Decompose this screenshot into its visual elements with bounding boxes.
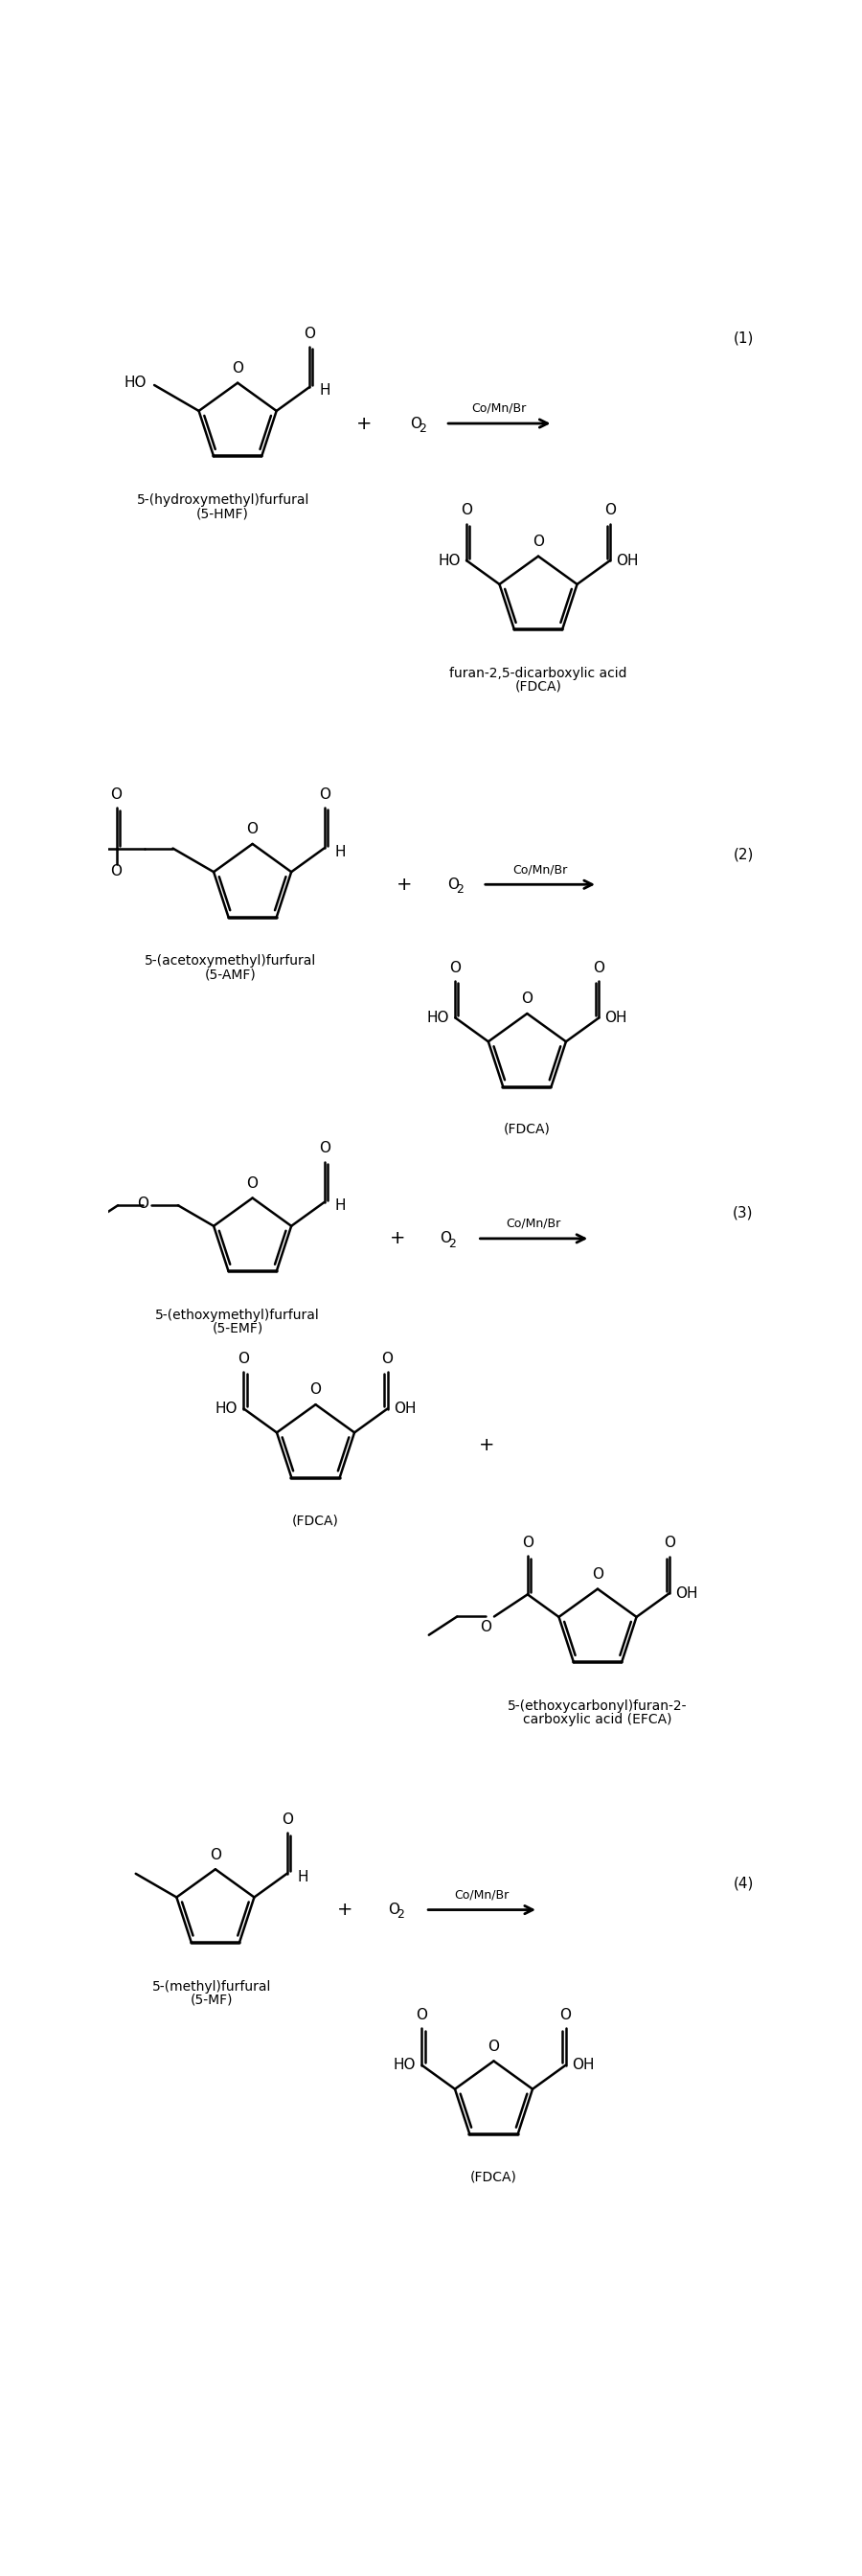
Text: O: O: [247, 822, 259, 837]
Text: H: H: [334, 845, 346, 858]
Text: O: O: [593, 961, 605, 974]
Text: (FDCA): (FDCA): [292, 1515, 339, 1528]
Text: O: O: [447, 878, 459, 891]
Text: 5-(methyl)furfural: 5-(methyl)furfural: [152, 1981, 272, 1994]
Text: 2: 2: [419, 422, 426, 435]
Text: +: +: [356, 415, 372, 433]
Text: O: O: [232, 361, 243, 376]
Text: OH: OH: [676, 1587, 698, 1600]
Text: Co/Mn/Br: Co/Mn/Br: [506, 1218, 561, 1229]
Text: O: O: [460, 502, 472, 518]
Text: O: O: [416, 2009, 428, 2022]
Text: O: O: [319, 788, 330, 801]
Text: O: O: [388, 1904, 399, 1917]
Text: O: O: [110, 788, 122, 801]
Text: (1): (1): [733, 332, 753, 345]
Text: OH: OH: [393, 1401, 415, 1417]
Text: (2): (2): [733, 848, 753, 863]
Text: carboxylic acid (EFCA): carboxylic acid (EFCA): [523, 1713, 672, 1726]
Text: +: +: [390, 1229, 405, 1247]
Text: O: O: [488, 2040, 499, 2053]
Text: O: O: [209, 1847, 222, 1862]
Text: (3): (3): [733, 1206, 753, 1218]
Text: O: O: [319, 1141, 330, 1157]
Text: (4): (4): [733, 1875, 753, 1891]
Text: Co/Mn/Br: Co/Mn/Br: [472, 402, 527, 415]
Text: (5-HMF): (5-HMF): [197, 507, 249, 520]
Text: HO: HO: [438, 554, 460, 567]
Text: O: O: [559, 2009, 572, 2022]
Text: O: O: [303, 327, 315, 340]
Text: 2: 2: [448, 1236, 456, 1249]
Text: (FDCA): (FDCA): [515, 680, 562, 693]
Text: H: H: [320, 384, 331, 397]
Text: OH: OH: [605, 1010, 628, 1025]
Text: OH: OH: [616, 554, 639, 567]
Text: O: O: [440, 1231, 451, 1247]
Text: O: O: [247, 1177, 259, 1190]
Text: Co/Mn/Br: Co/Mn/Br: [513, 863, 567, 876]
Text: O: O: [238, 1352, 249, 1365]
Text: 5-(ethoxymethyl)furfural: 5-(ethoxymethyl)furfural: [155, 1309, 320, 1321]
Text: furan-2,5-dicarboxylic acid: furan-2,5-dicarboxylic acid: [449, 667, 628, 680]
Text: 5-(ethoxycarbonyl)furan-2-: 5-(ethoxycarbonyl)furan-2-: [508, 1700, 688, 1713]
Text: 5-(hydroxymethyl)furfural: 5-(hydroxymethyl)furfural: [136, 495, 309, 507]
Text: 2: 2: [456, 884, 464, 896]
Text: +: +: [397, 876, 413, 894]
Text: O: O: [604, 502, 615, 518]
Text: O: O: [522, 1535, 534, 1551]
Text: OH: OH: [572, 2058, 594, 2071]
Text: O: O: [382, 1352, 393, 1365]
Text: H: H: [334, 1198, 346, 1213]
Text: O: O: [450, 961, 461, 974]
Text: +: +: [478, 1435, 494, 1455]
Text: O: O: [110, 866, 122, 878]
Text: +: +: [337, 1901, 353, 1919]
Text: HO: HO: [393, 2058, 416, 2071]
Text: HO: HO: [216, 1401, 238, 1417]
Text: Co/Mn/Br: Co/Mn/Br: [454, 1888, 509, 1901]
Text: (5-AMF): (5-AMF): [204, 969, 256, 981]
Text: O: O: [410, 417, 422, 430]
Text: (5-EMF): (5-EMF): [212, 1321, 263, 1334]
Text: (FDCA): (FDCA): [471, 2169, 517, 2184]
Text: O: O: [282, 1814, 293, 1826]
Text: HO: HO: [124, 376, 147, 389]
Text: (FDCA): (FDCA): [503, 1123, 551, 1136]
Text: HO: HO: [427, 1010, 449, 1025]
Text: O: O: [592, 1566, 603, 1582]
Text: O: O: [522, 992, 533, 1007]
Text: O: O: [533, 533, 544, 549]
Text: O: O: [137, 1198, 148, 1211]
Text: O: O: [664, 1535, 675, 1551]
Text: 2: 2: [397, 1909, 404, 1922]
Text: O: O: [309, 1383, 322, 1396]
Text: H: H: [297, 1870, 309, 1883]
Text: (5-MF): (5-MF): [191, 1994, 233, 2007]
Text: 5-(acetoxymethyl)furfural: 5-(acetoxymethyl)furfural: [145, 956, 316, 969]
Text: O: O: [480, 1620, 491, 1633]
